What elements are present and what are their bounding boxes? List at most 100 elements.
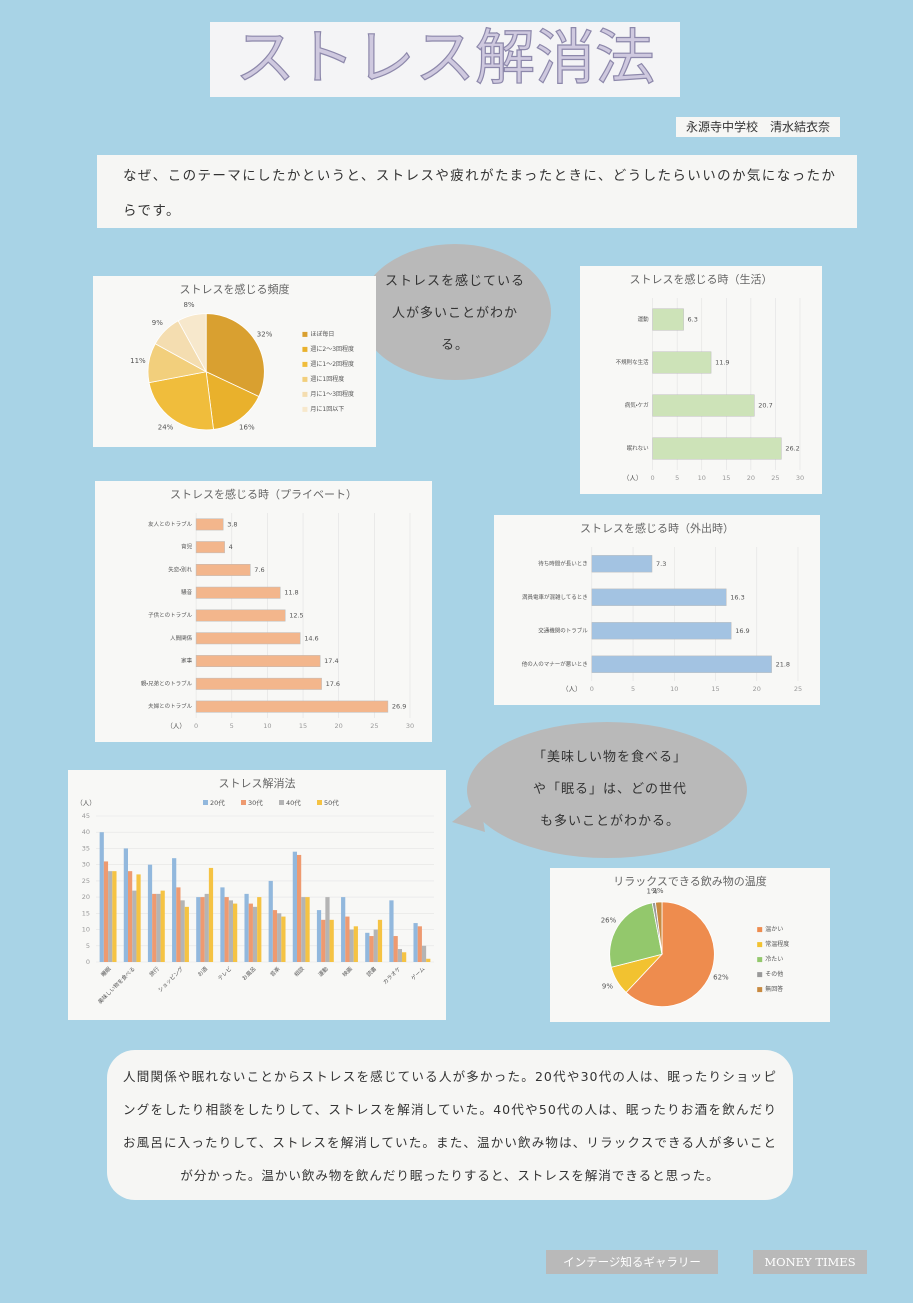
x-tick-label: 0 bbox=[651, 474, 655, 482]
chart-title: ストレスを感じる時（プライベート） bbox=[170, 487, 357, 501]
y-tick-label: 騒音 bbox=[181, 588, 193, 596]
bar bbox=[112, 871, 117, 962]
data-label: 17.4 bbox=[324, 657, 338, 665]
bubble-shape bbox=[359, 244, 551, 380]
bubble-text: 「美味しい物を食べる」や「眠る」は、どの世代も多いことがわかる。 bbox=[532, 750, 687, 829]
data-label: 2% bbox=[652, 887, 663, 895]
footer-label: MONEY TIMES bbox=[753, 1250, 867, 1274]
conclusion-text: 人間関係や眠れないことからストレスを感じている人が多かった。20代や30代の人は… bbox=[107, 1050, 793, 1200]
bar bbox=[252, 906, 258, 962]
legend-swatch bbox=[757, 957, 763, 963]
data-label: 26.9 bbox=[392, 703, 406, 711]
bar bbox=[591, 622, 732, 640]
legend-label: 50代 bbox=[324, 798, 339, 807]
bar bbox=[132, 890, 137, 962]
bar bbox=[268, 880, 273, 962]
y-tick-label: 友人とのトラブル bbox=[148, 520, 192, 528]
y-tick-label: 家事 bbox=[181, 657, 193, 665]
legend-label: 週に2～3回程度 bbox=[310, 345, 354, 353]
bar bbox=[296, 854, 302, 962]
y-tick-label: 35 bbox=[82, 844, 90, 852]
bar bbox=[652, 437, 782, 460]
bar bbox=[321, 919, 326, 962]
data-label: 7.3 bbox=[656, 560, 666, 568]
bar bbox=[176, 887, 181, 962]
y-tick-label: 運動 bbox=[638, 315, 650, 323]
x-tick-label: 15 bbox=[722, 474, 730, 482]
bar bbox=[281, 916, 286, 962]
bar bbox=[591, 588, 727, 606]
bar bbox=[353, 926, 358, 962]
bar bbox=[316, 910, 322, 962]
data-label: 11% bbox=[130, 357, 146, 365]
data-label: 9% bbox=[152, 319, 163, 327]
y-tick-label: 0 bbox=[86, 958, 90, 966]
bar bbox=[99, 832, 104, 962]
bar bbox=[224, 897, 229, 962]
pie-slice bbox=[205, 371, 260, 430]
data-label: 16.9 bbox=[735, 627, 749, 635]
bar bbox=[220, 887, 225, 962]
data-label: 21.8 bbox=[776, 660, 790, 668]
bar bbox=[652, 394, 755, 417]
x-tick-label: 10 bbox=[263, 722, 271, 730]
bar bbox=[195, 632, 301, 645]
chart-title: リラックスできる飲み物の温度 bbox=[613, 874, 766, 888]
axis-unit: （人） bbox=[166, 722, 186, 730]
bar bbox=[184, 906, 189, 962]
legend-swatch bbox=[302, 346, 308, 352]
axis-unit: （人） bbox=[562, 685, 582, 693]
legend-label: 冷たい bbox=[765, 955, 783, 963]
bar bbox=[652, 351, 712, 374]
bar bbox=[195, 655, 321, 667]
legend-swatch bbox=[757, 942, 763, 948]
y-tick-label: 15 bbox=[82, 909, 90, 917]
data-label: 11.8 bbox=[284, 589, 298, 597]
bar bbox=[204, 893, 209, 962]
bar bbox=[292, 851, 297, 962]
y-tick-label: 不規則な生活 bbox=[616, 358, 650, 366]
bar bbox=[108, 871, 113, 962]
bar bbox=[136, 874, 141, 962]
bar bbox=[228, 900, 234, 962]
legend-swatch bbox=[757, 987, 763, 993]
y-tick-label: 25 bbox=[82, 877, 90, 885]
data-label: 17.6 bbox=[326, 680, 340, 688]
bar bbox=[377, 919, 383, 962]
chart-panel bbox=[580, 266, 822, 494]
x-tick-label: 0 bbox=[194, 722, 198, 730]
y-tick-label: 他の人のマナーが悪いとき bbox=[522, 660, 588, 668]
bar bbox=[402, 952, 407, 962]
bar bbox=[369, 936, 374, 962]
bar bbox=[325, 897, 330, 962]
y-tick-label: 病気・ケガ bbox=[625, 401, 649, 409]
data-label: 3.8 bbox=[227, 520, 237, 528]
x-tick-label: 25 bbox=[771, 474, 779, 482]
legend-swatch bbox=[302, 406, 308, 412]
legend-swatch bbox=[279, 800, 284, 805]
y-tick-label: 交通機関のトラブル bbox=[538, 626, 588, 634]
bar bbox=[413, 923, 418, 962]
chart-title: ストレスを感じる頻度 bbox=[180, 282, 290, 296]
bar bbox=[345, 916, 350, 962]
legend-label: 30代 bbox=[248, 798, 263, 807]
data-label: 24% bbox=[158, 424, 174, 432]
y-tick-label: 20 bbox=[82, 893, 90, 901]
x-tick-label: 10 bbox=[698, 474, 706, 482]
bar bbox=[156, 893, 161, 962]
data-label: 16.3 bbox=[730, 593, 744, 601]
legend-label: 週に1～2回程度 bbox=[310, 360, 354, 368]
y-tick-label: 子供とのトラブル bbox=[148, 611, 192, 619]
bar bbox=[195, 518, 224, 531]
data-label: 12.5 bbox=[289, 612, 303, 620]
x-tick-label: 30 bbox=[406, 722, 414, 730]
chart-title: ストレスを感じる時（外出時） bbox=[580, 521, 734, 535]
x-tick-label: 25 bbox=[794, 685, 802, 693]
legend-swatch bbox=[757, 972, 763, 978]
x-tick-label: 0 bbox=[590, 685, 594, 693]
axis-unit: （人） bbox=[623, 474, 643, 482]
bar bbox=[305, 897, 310, 962]
pie-slice bbox=[205, 313, 265, 398]
x-tick-label: 20 bbox=[747, 474, 755, 482]
